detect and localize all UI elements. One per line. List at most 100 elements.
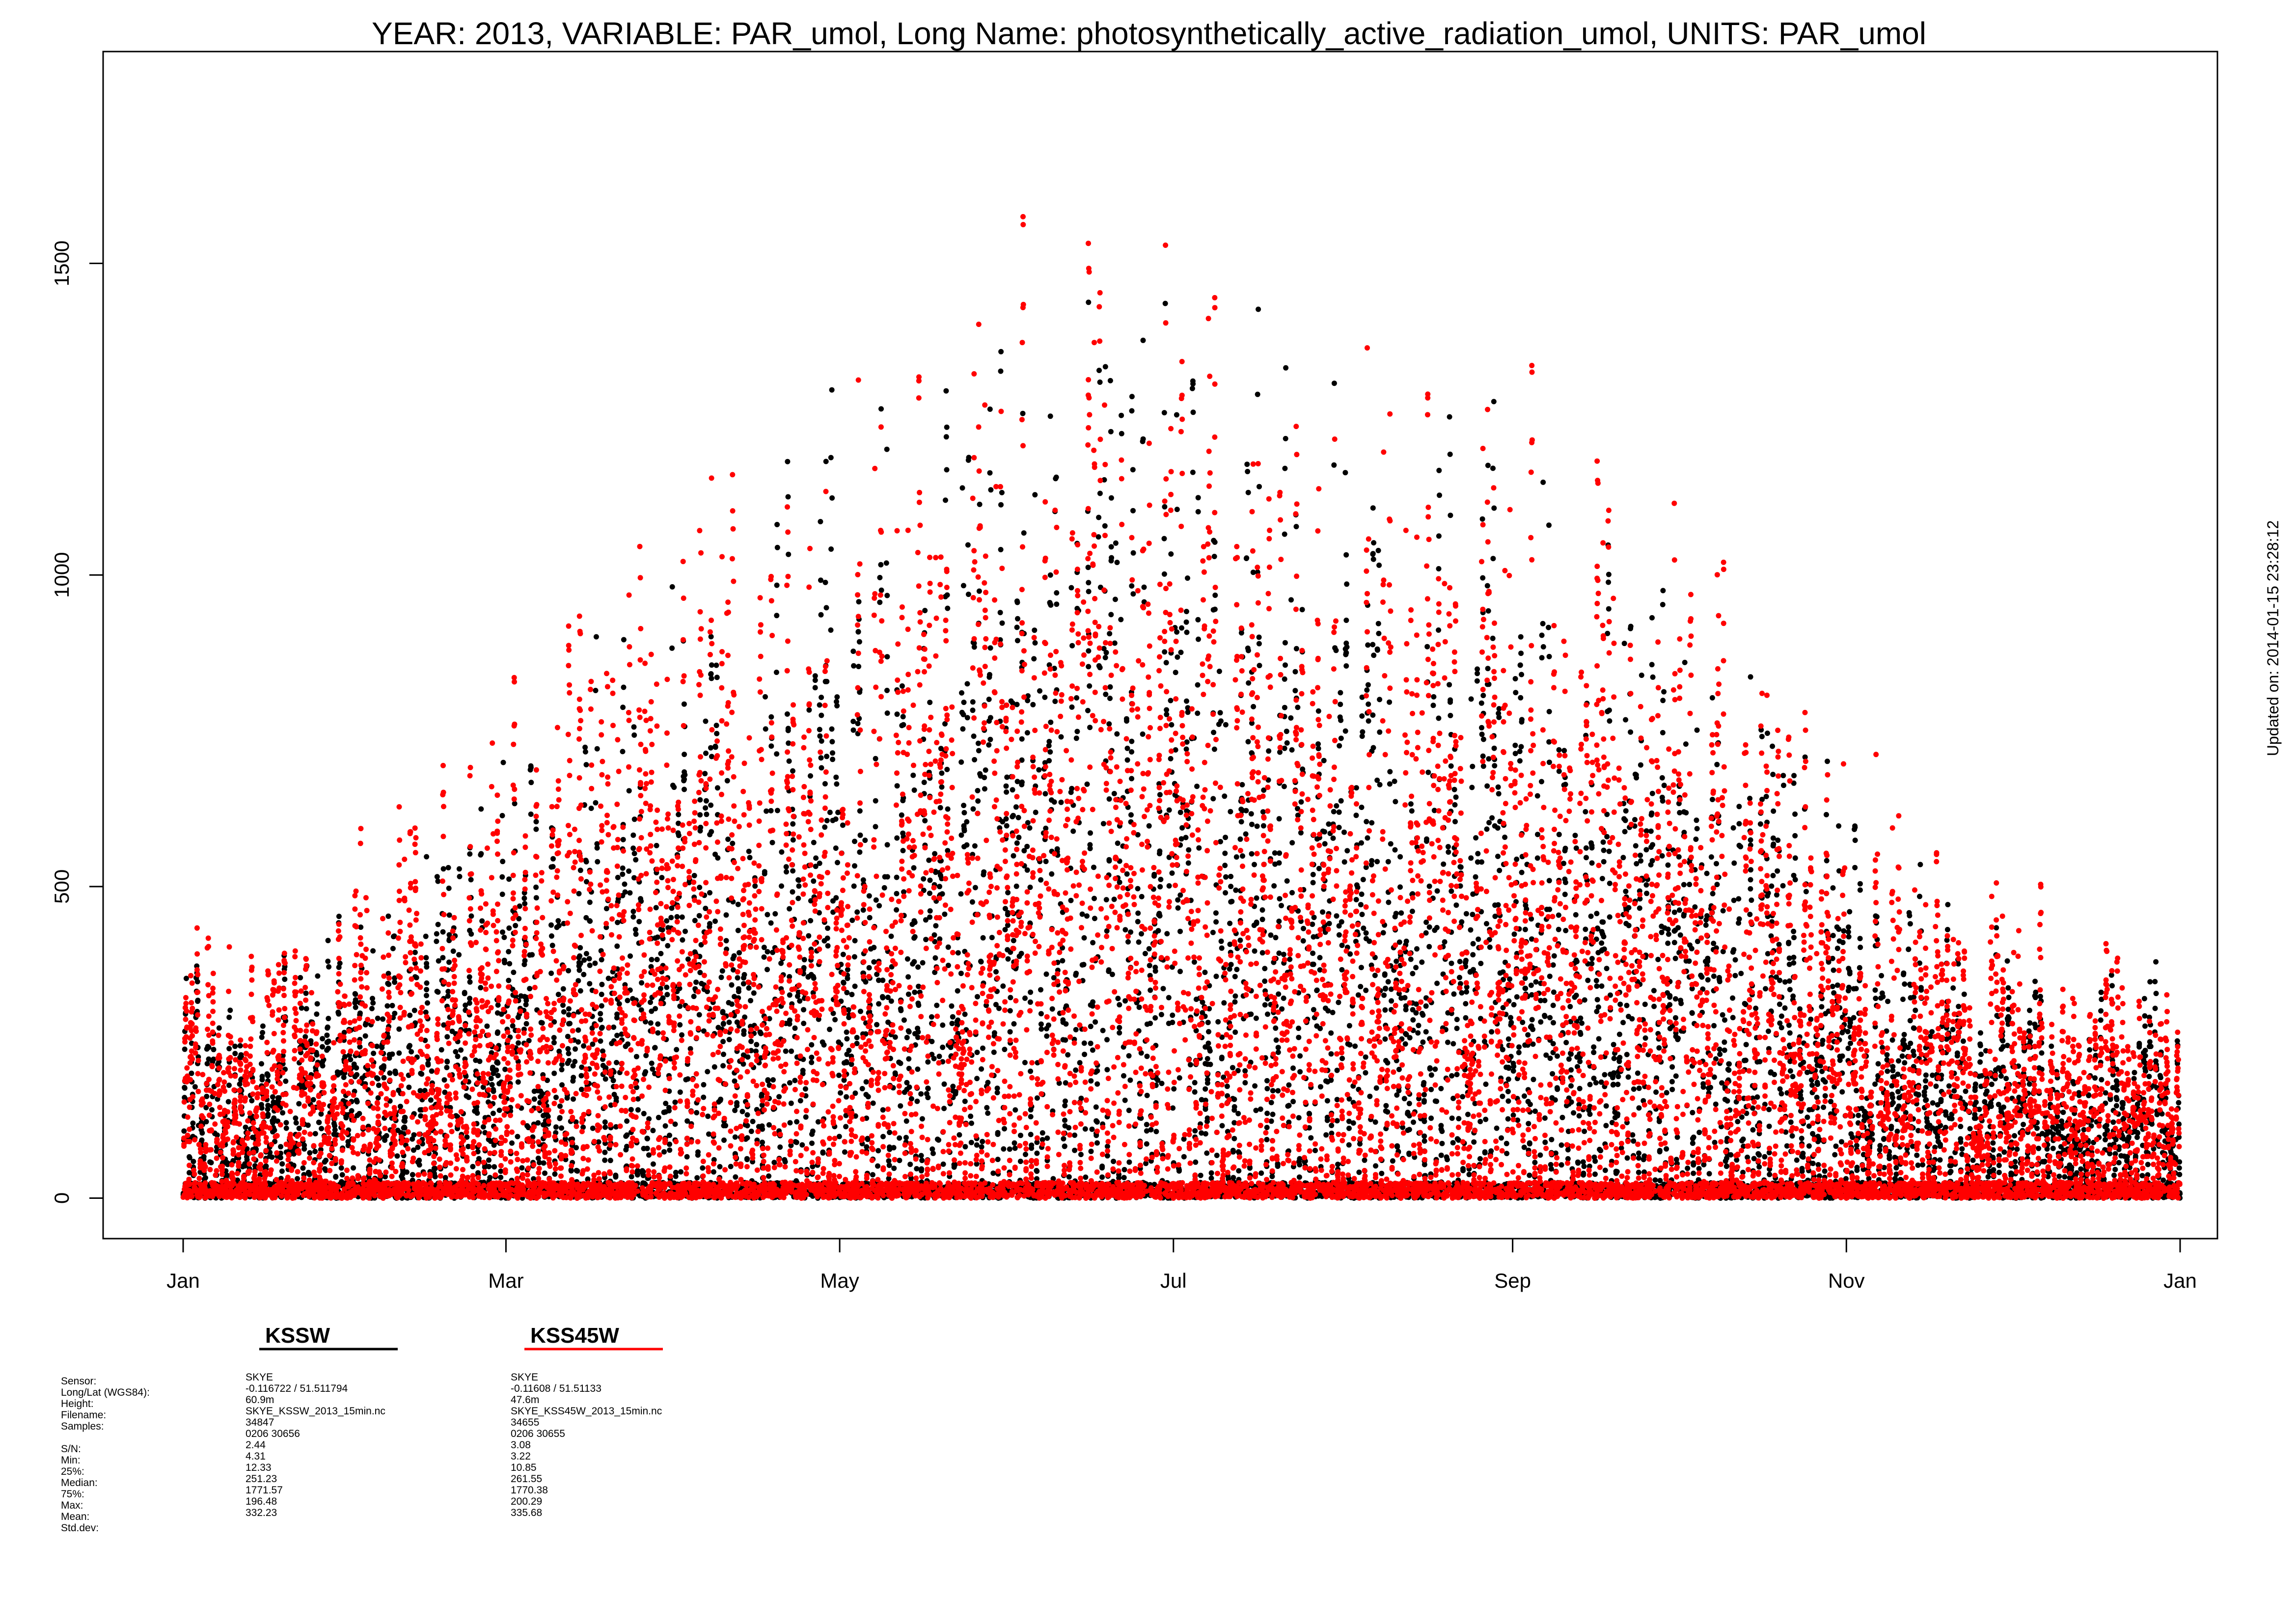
scatter-point xyxy=(1223,890,1229,896)
scatter-point xyxy=(1185,860,1191,866)
scatter-point xyxy=(1084,913,1090,919)
scatter-point xyxy=(958,971,964,976)
scatter-point xyxy=(640,1180,646,1186)
scatter-point xyxy=(877,599,883,605)
scatter-point xyxy=(829,387,835,393)
scatter-point xyxy=(1129,776,1135,782)
scatter-point xyxy=(474,1110,480,1116)
scatter-point xyxy=(697,812,703,818)
scatter-point xyxy=(703,798,709,804)
scatter-point xyxy=(362,1033,368,1039)
scatter-point xyxy=(1126,1053,1132,1059)
scatter-point xyxy=(833,845,839,851)
scatter-point xyxy=(732,1108,738,1113)
scatter-point xyxy=(818,519,823,524)
scatter-point xyxy=(684,1154,690,1160)
scatter-point xyxy=(987,406,993,412)
scatter-point xyxy=(1073,1067,1079,1073)
scatter-point xyxy=(1108,495,1114,501)
scatter-point xyxy=(836,1072,842,1078)
scatter-point xyxy=(1217,710,1223,716)
scatter-point xyxy=(718,974,724,980)
scatter-point xyxy=(1013,883,1019,889)
scatter-point xyxy=(424,854,430,860)
scatter-point xyxy=(479,918,485,924)
scatter-point xyxy=(1129,408,1135,414)
scatter-point xyxy=(1000,983,1006,989)
scatter-point xyxy=(1175,905,1181,911)
scatter-point xyxy=(323,1167,328,1173)
scatter-point xyxy=(779,849,785,855)
scatter-point xyxy=(190,1120,196,1126)
scatter-point xyxy=(293,1120,299,1126)
scatter-point xyxy=(898,1007,904,1013)
scatter-point xyxy=(237,1043,243,1049)
scatter-point xyxy=(1002,906,1008,912)
scatter-point xyxy=(786,551,792,557)
scatter-point xyxy=(1015,814,1021,820)
scatter-point xyxy=(428,1097,434,1103)
scatter-point xyxy=(650,1128,656,1134)
scatter-point xyxy=(1079,962,1085,968)
scatter-point xyxy=(593,634,599,640)
scatter-point xyxy=(602,1157,608,1163)
scatter-point xyxy=(356,1110,362,1116)
scatter-point xyxy=(892,1070,898,1076)
scatter-point xyxy=(720,1009,726,1015)
scatter-point xyxy=(904,956,910,962)
scatter-point xyxy=(984,1105,990,1110)
scatter-point xyxy=(1106,857,1112,863)
scatter-point xyxy=(323,1158,329,1164)
scatter-point xyxy=(707,921,712,926)
scatter-point xyxy=(1163,660,1169,666)
scatter-point xyxy=(865,1137,871,1142)
scatter-point xyxy=(1099,1164,1105,1169)
scatter-point xyxy=(1081,935,1087,941)
scatter-point xyxy=(353,991,358,997)
scatter-point xyxy=(1155,1077,1161,1083)
scatter-point xyxy=(732,1134,738,1140)
scatter-point xyxy=(1060,958,1066,964)
scatter-point xyxy=(1048,719,1054,725)
scatter-point xyxy=(945,605,951,611)
scatter-point xyxy=(616,1001,622,1007)
scatter-point xyxy=(301,1142,307,1148)
scatter-point xyxy=(856,664,862,670)
scatter-point xyxy=(325,938,331,944)
scatter-point xyxy=(336,914,342,920)
scatter-point xyxy=(324,1032,330,1038)
scatter-point xyxy=(1168,698,1174,704)
scatter-point xyxy=(712,743,718,749)
scatter-point xyxy=(507,961,513,967)
scatter-point xyxy=(394,1153,400,1159)
scatter-point xyxy=(996,1005,1002,1011)
scatter-point xyxy=(551,1035,557,1041)
scatter-point xyxy=(1010,787,1015,793)
scatter-point xyxy=(1206,1046,1212,1052)
scatter-point xyxy=(927,700,933,705)
scatter-point xyxy=(905,991,911,997)
scatter-point xyxy=(829,739,835,745)
scatter-point xyxy=(1192,1128,1198,1134)
scatter-point xyxy=(1117,1002,1122,1008)
scatter-point xyxy=(1152,965,1158,970)
scatter-point xyxy=(549,943,555,948)
scatter-point xyxy=(538,1088,544,1094)
scatter-point xyxy=(957,1132,962,1138)
scatter-point xyxy=(181,1128,187,1134)
scatter-point xyxy=(1213,974,1219,979)
scatter-point xyxy=(425,1000,430,1006)
scatter-point xyxy=(587,899,593,905)
scatter-point xyxy=(908,1096,914,1102)
scatter-point xyxy=(1011,1140,1017,1146)
scatter-point xyxy=(1115,996,1121,1001)
scatter-point xyxy=(945,806,951,812)
scatter-point xyxy=(714,731,720,736)
scatter-point xyxy=(663,1101,669,1107)
scatter-point xyxy=(784,711,790,717)
scatter-point xyxy=(498,1174,504,1180)
scatter-point xyxy=(391,934,396,940)
scatter-point xyxy=(671,785,677,790)
scatter-point xyxy=(1005,956,1011,962)
scatter-point xyxy=(467,979,473,985)
